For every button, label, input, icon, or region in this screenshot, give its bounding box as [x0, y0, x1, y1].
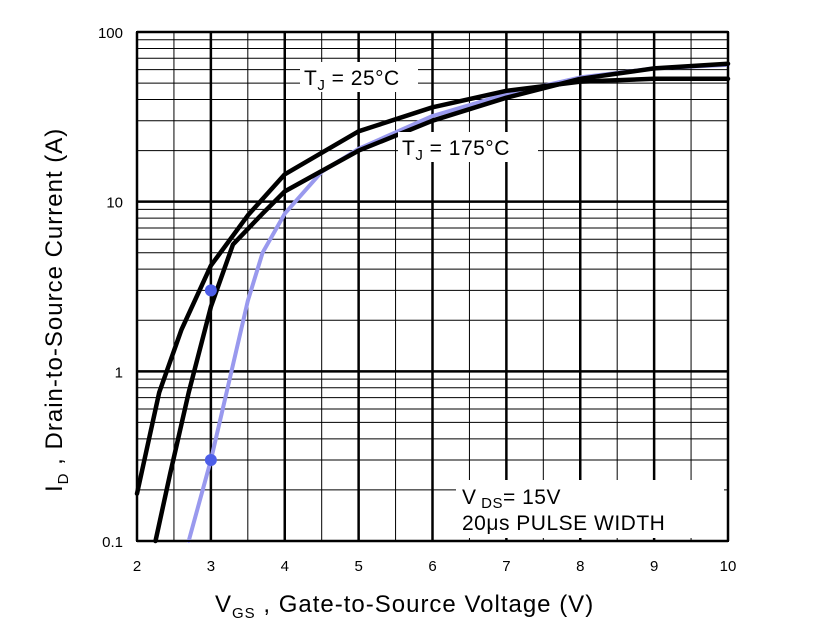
y-tick-label: 10	[106, 195, 123, 212]
y-tick-labels: 0.1 1 10 100	[98, 25, 123, 551]
x-tick-label: 8	[576, 558, 584, 575]
vds-annotation: V DS= 15V	[462, 486, 561, 512]
series-line-1	[153, 61, 731, 544]
series-label-175c: TJ = 175°C	[402, 137, 510, 164]
x-axis-label: VGS , Gate-to-Source Voltage (V)	[215, 591, 594, 622]
series-line-0	[134, 76, 731, 496]
y-axis-label: ID , Drain-to-Source Current (A)	[41, 128, 72, 492]
y-tick-label: 1	[115, 364, 123, 381]
y-tick-label: 0.1	[102, 534, 123, 551]
x-tick-label: 10	[720, 558, 737, 575]
x-tick-label: 2	[133, 558, 141, 575]
series-label-175c-bg	[398, 132, 538, 162]
x-tick-label: 6	[428, 558, 436, 575]
x-tick-labels: 2 3 4 5 6 7 8 9 10	[133, 558, 737, 575]
x-tick-label: 3	[207, 558, 215, 575]
x-tick-label: 4	[281, 558, 289, 575]
x-tick-label: 7	[502, 558, 510, 575]
data-point-marker-1	[204, 454, 217, 467]
data-point-marker-0	[204, 284, 217, 297]
series-label-25c-bg	[300, 62, 418, 92]
markers-layer	[204, 284, 217, 467]
series-label-25c: TJ = 25°C	[304, 67, 400, 94]
pulse-width-annotation: 20μs PULSE WIDTH	[462, 512, 665, 535]
x-tick-label: 5	[354, 558, 362, 575]
condition-box-bg	[456, 480, 724, 538]
y-tick-label: 100	[98, 25, 123, 42]
x-tick-label: 9	[650, 558, 658, 575]
plot-frame	[136, 31, 729, 542]
series-layer	[134, 61, 731, 544]
